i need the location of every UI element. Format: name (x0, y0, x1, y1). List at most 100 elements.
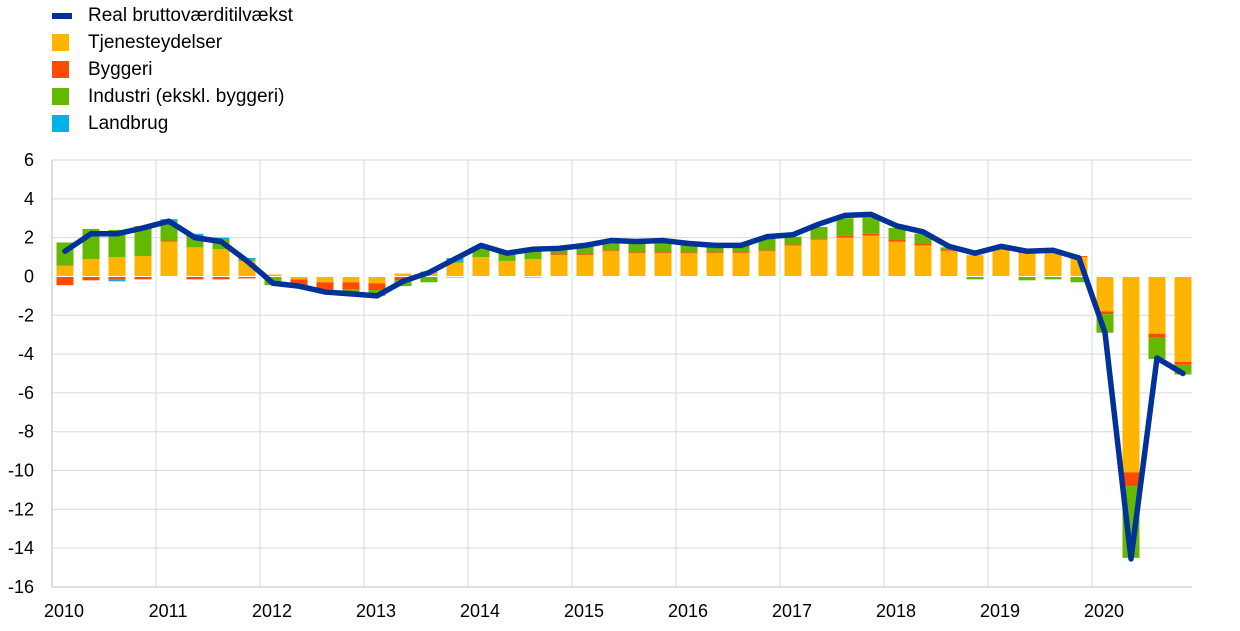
y-tick-label: 2 (24, 228, 34, 248)
bar-segment (212, 276, 230, 280)
bar-segment (680, 252, 698, 254)
bar-segment (1122, 276, 1140, 473)
bar-segment (134, 276, 152, 280)
bar-segment (394, 273, 412, 277)
series-line (62, 211, 1186, 562)
legend-item: Real bruttoværditilvækst (52, 2, 293, 29)
legend-swatch (52, 34, 69, 51)
x-tick-label: 2020 (1084, 601, 1124, 621)
bar-segment (888, 241, 906, 277)
legend-item: Tjenesteydelser (52, 29, 293, 56)
bar-segment (940, 250, 958, 252)
bar-segment (810, 239, 828, 277)
bar-segment (836, 218, 854, 236)
bar-segment (160, 240, 178, 242)
bar-segment (82, 258, 100, 277)
bar-segment (1148, 276, 1166, 334)
bar-segment (524, 258, 542, 277)
bar-segment (914, 245, 932, 277)
bar-segment (238, 276, 256, 279)
bar-segment (134, 256, 152, 277)
legend-item: Landbrug (52, 110, 293, 137)
bar-segment (602, 251, 620, 277)
bar-segment (498, 260, 516, 277)
bar-segment (368, 283, 386, 291)
bar-segment (576, 255, 594, 277)
bar-segment (186, 235, 204, 248)
bar-segment (732, 252, 750, 254)
legend-label: Landbrug (88, 112, 169, 134)
bar-segment (680, 253, 698, 277)
y-tick-label: -2 (18, 305, 34, 325)
bar-segment (888, 239, 906, 242)
bar-segment (186, 247, 204, 277)
bar-segment (784, 245, 802, 277)
bar-segment (836, 235, 854, 238)
bar-segment (862, 217, 880, 234)
y-tick-label: -14 (8, 538, 34, 558)
bar-segment (420, 276, 438, 283)
bar-segment (992, 249, 1010, 277)
x-tick-label: 2012 (252, 601, 292, 621)
x-tick-label: 2011 (149, 601, 188, 621)
y-tick-label: 4 (24, 189, 34, 209)
bar-segment (576, 245, 594, 255)
bar-segment (654, 253, 672, 277)
bar-segment (654, 241, 672, 253)
bar-segment (758, 250, 776, 252)
y-tick-label: -12 (8, 499, 34, 519)
legend-item: Industri (ekskl. byggeri) (52, 83, 293, 110)
bar-segment (316, 282, 334, 290)
bar-segment (1044, 251, 1062, 277)
bar-segment (706, 252, 724, 254)
legend-label: Tjenesteydelser (88, 31, 223, 53)
x-tick-label: 2017 (772, 601, 812, 621)
legend-swatch (52, 115, 69, 132)
legend-item: Byggeri (52, 56, 293, 83)
bar-segment (1148, 337, 1166, 359)
bar-segment (758, 238, 776, 251)
axes: 6 4 2 0 -2 -4 -6 -8 -10 -12 -14 -16 2010 2011 2012 2013… (8, 150, 1192, 621)
chart-legend: Real bruttoværditilvækst Tjenesteydelser B… (52, 2, 293, 137)
x-tick-label: 2016 (668, 601, 708, 621)
value-line (62, 211, 1186, 562)
bar-segment (836, 237, 854, 277)
bar-segment (108, 257, 126, 277)
bar-segment (914, 233, 932, 244)
bar-segment (56, 276, 74, 286)
bar-segment (472, 257, 490, 277)
bar-segment (342, 276, 360, 283)
bar-segment (966, 276, 984, 280)
bar-segment (862, 235, 880, 277)
x-tick-label: 2018 (876, 601, 916, 621)
bar-segment (290, 279, 308, 286)
bar-segment (264, 274, 282, 277)
y-tick-label: -10 (8, 461, 34, 481)
bar-segment (732, 253, 750, 277)
bar-segment (628, 252, 646, 254)
bar-segment (654, 252, 672, 254)
legend-swatch (52, 88, 69, 105)
legend-label: Industri (ekskl. byggeri) (88, 85, 285, 107)
bar-segment (186, 276, 204, 280)
y-tick-label: 0 (24, 266, 34, 286)
bar-segment (784, 236, 802, 245)
bar-segment (1018, 276, 1036, 281)
bar-segment (212, 249, 230, 277)
y-tick-label: 6 (24, 150, 34, 170)
bar-segment (1174, 361, 1192, 365)
bar-segment (524, 250, 542, 259)
bar-segment (1096, 276, 1114, 312)
bar-segment (784, 244, 802, 246)
bar-segment (862, 233, 880, 236)
bar-segment (1044, 276, 1062, 280)
bar-segment (212, 237, 230, 240)
bar-segment (628, 253, 646, 277)
bar-segment (108, 229, 126, 258)
bar-segment (628, 241, 646, 253)
bar-segment (914, 243, 932, 246)
y-tick-label: -4 (18, 344, 34, 364)
bar-segment (602, 250, 620, 252)
bar-segment (888, 227, 906, 240)
